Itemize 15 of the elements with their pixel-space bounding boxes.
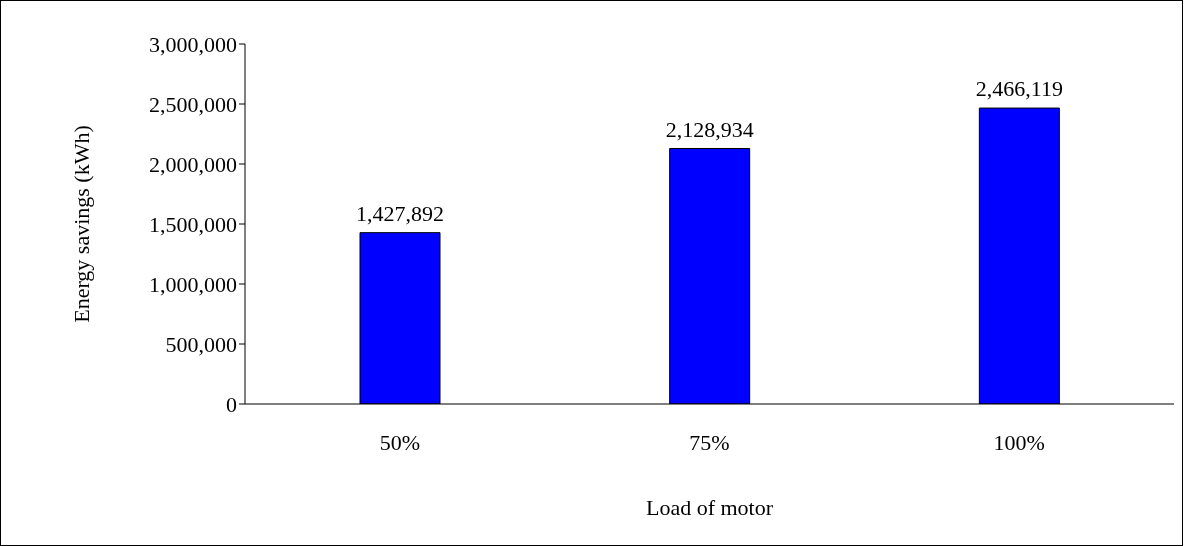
y-tick-label: 0 [226, 391, 237, 417]
x-tick-label: 75% [689, 429, 730, 455]
y-tick-label: 1,500,000 [149, 211, 237, 237]
x-tick-label: 50% [379, 429, 420, 455]
y-tick-label: 2,000,000 [149, 151, 237, 177]
x-axis-title: Load of motor [645, 495, 774, 520]
y-tick-label: 1,000,000 [149, 271, 237, 297]
data-label: 2,128,934 [665, 116, 754, 142]
y-tick-label: 3,000,000 [149, 31, 237, 57]
y-axis-title: Energy savings (kWh) [68, 125, 94, 323]
data-label: 1,427,892 [356, 200, 444, 226]
y-tick-label: 2,500,000 [149, 91, 237, 117]
y-tick-label: 500,000 [165, 331, 237, 357]
x-tick-label: 100% [993, 429, 1045, 455]
data-label: 2,466,119 [975, 76, 1063, 102]
